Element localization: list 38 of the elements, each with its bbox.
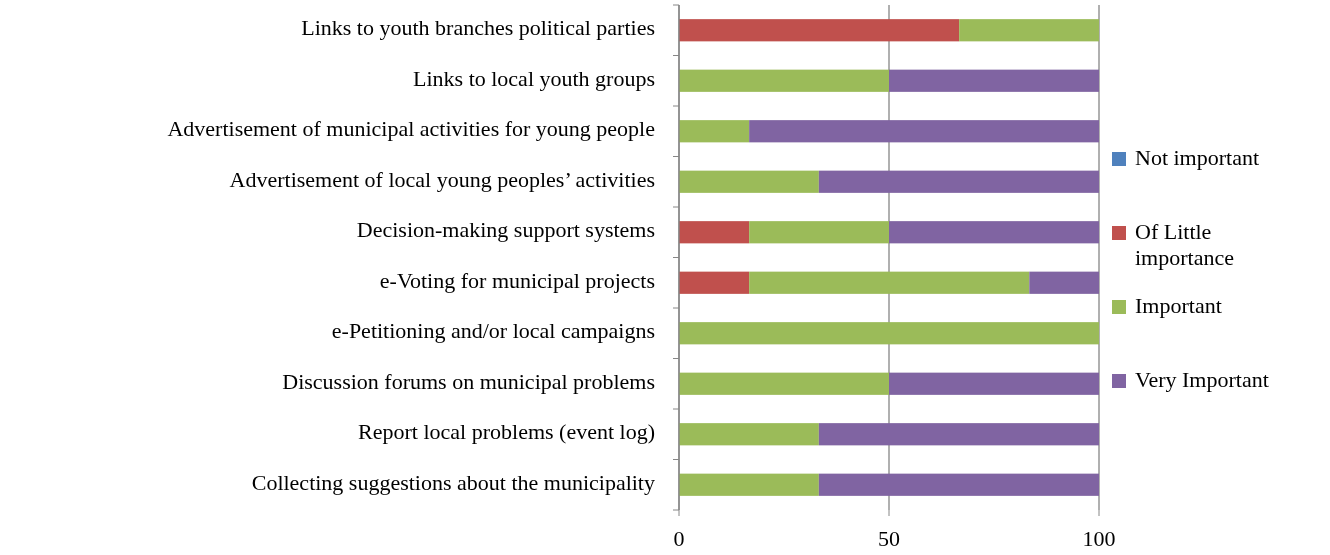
y-tick-label: Links to youth branches political parties (301, 15, 655, 41)
y-tick-label: e-Voting for municipal projects (379, 267, 655, 293)
bar (749, 120, 1099, 143)
bar (889, 372, 1099, 395)
bar (818, 473, 1099, 496)
y-tick-label: Links to local youth groups (413, 65, 655, 91)
x-tick-label: 100 (1082, 526, 1116, 551)
bar (818, 170, 1099, 193)
bar (679, 120, 750, 143)
legend-label: Important (1135, 293, 1222, 319)
y-tick-label: Report local problems (event log) (358, 419, 655, 445)
x-tick-label: 0 (673, 526, 685, 551)
legend-label: Of Little importance (1135, 219, 1234, 271)
bar (679, 170, 819, 193)
y-tick-label: e-Petitioning and/or local campaigns (331, 318, 655, 344)
y-tick-label: Discussion forums on municipal problems (282, 368, 655, 394)
bar (889, 69, 1099, 92)
bar (679, 372, 889, 395)
bar (1029, 271, 1099, 294)
bar (679, 221, 750, 244)
bar (889, 221, 1099, 244)
bar (749, 271, 1030, 294)
legend-label: Not important (1135, 145, 1260, 171)
y-tick-label: Advertisement of municipal activities for young people (167, 116, 655, 142)
bar (679, 473, 819, 496)
bar (679, 271, 750, 294)
bar (679, 423, 819, 446)
legend-label: Very Important (1135, 367, 1269, 393)
bar (679, 69, 889, 92)
bar (679, 322, 1099, 345)
x-tick-label: 50 (878, 526, 900, 551)
bar (749, 221, 889, 244)
y-tick-label: Advertisement of local young peoples’ activities (229, 166, 655, 192)
bar (959, 19, 1099, 42)
bar (818, 423, 1099, 446)
y-tick-label: Collecting suggestions about the municipality (251, 469, 655, 495)
bar (679, 19, 960, 42)
y-tick-label: Decision-making support systems (356, 217, 655, 243)
